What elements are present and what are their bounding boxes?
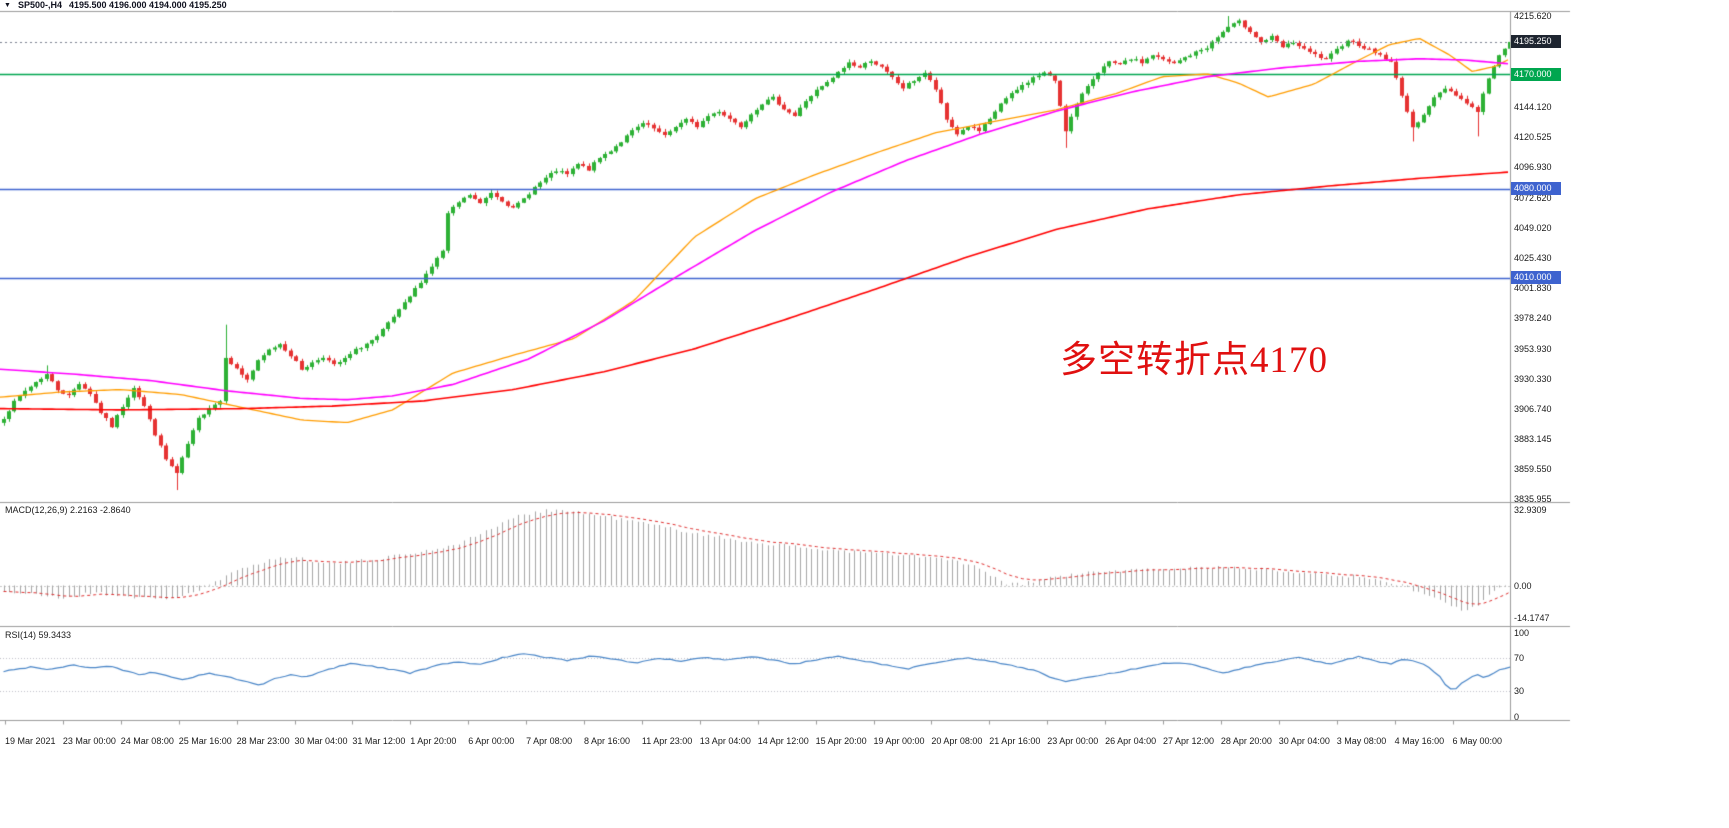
price-axis-label: 3883.145 [1514,433,1552,444]
time-axis-label: 7 Apr 08:00 [526,736,573,746]
price-axis-label: 4215.620 [1514,11,1552,21]
time-axis-label: 30 Apr 04:00 [1278,736,1330,746]
price-badge: 4195.250 [1511,35,1561,49]
ohlc-values: 4195.500 4196.000 4194.000 4195.250 [68,0,227,10]
price-axis-label: 3906.740 [1514,403,1552,414]
rsi-axis-label: 0 [1514,711,1520,722]
rsi-axis-label: 30 [1514,686,1525,697]
macd-axis-label: -14.1747 [1514,613,1550,623]
time-axis-label: 28 Mar 23:00 [236,736,290,746]
time-axis-label: 26 Apr 04:00 [1105,736,1157,746]
macd-axis-label: 0.00 [1514,580,1532,591]
rsi-axis-label: 70 [1514,653,1525,664]
time-axis-label: 3 May 08:00 [1336,736,1387,746]
price-axis-label: 3835.955 [1514,494,1552,504]
time-axis-label: 11 Apr 23:00 [641,736,693,746]
price-axis-label: 4001.830 [1514,282,1552,293]
price-axis-label: 3953.930 [1514,343,1552,354]
time-axis-label: 19 Apr 00:00 [873,736,925,746]
time-axis-label: 13 Apr 04:00 [699,736,751,746]
time-axis-label: 31 Mar 12:00 [352,736,406,746]
price-axis-label: 3859.550 [1514,463,1552,474]
time-axis-label: 23 Mar 00:00 [62,736,116,746]
time-axis-label: 21 Apr 16:00 [989,736,1041,746]
time-axis-label: 6 Apr 00:00 [468,736,515,746]
price-badge: 4010.000 [1511,271,1561,285]
price-scale[interactable]: 4215.620 4144.120 4120.525 4096.930 4072.620… [1511,11,1726,504]
price-axis-label: 4120.525 [1514,131,1552,142]
price-badge: 4170.000 [1511,67,1561,81]
price-axis-label: 4096.930 [1514,161,1552,172]
rsi-axis-label: 100 [1514,628,1530,639]
time-scale[interactable]: 19 Mar 2021 23 Mar 00:00 24 Mar 08:00 25 Ma… [0,722,1570,750]
symbol-info-bar: ▼ SP500-,H4 4195.500 4196.000 4194.000 4… [4,0,227,11]
price-axis-label: 3930.330 [1514,373,1552,384]
time-axis-label: 8 Apr 16:00 [584,736,631,746]
time-axis-label: 25 Mar 16:00 [178,736,232,746]
time-axis-label: 1 Apr 20:00 [410,736,457,746]
time-axis-label: 30 Mar 04:00 [294,736,348,746]
price-axis-label: 4049.020 [1514,222,1552,233]
macd-indicator-label: MACD(12,26,9) 2.2163 -2.8640 [5,505,131,515]
time-axis-label: 4 May 16:00 [1394,736,1445,746]
time-axis-label: 23 Apr 00:00 [1047,736,1099,746]
dropdown-arrow-icon[interactable]: ▼ [4,2,11,9]
macd-scale[interactable]: 32.9309 0.00 -14.1747 [1511,503,1726,625]
time-axis-label: 27 Apr 12:00 [1163,736,1215,746]
time-axis-label: 19 Mar 2021 [5,736,56,746]
annotation-text: 多空转折点4170 [1060,340,1328,381]
time-axis-label: 14 Apr 12:00 [757,736,809,746]
time-axis-label: 15 Apr 20:00 [815,736,867,746]
symbol-timeframe-label: SP500-,H4 [17,0,62,10]
price-axis-label: 4025.430 [1514,252,1552,263]
price-badge: 4080.000 [1511,182,1561,196]
price-axis-label: 4072.620 [1514,192,1552,203]
rsi-indicator-label: RSI(14) 59.3433 [5,630,72,640]
rsi-scale[interactable]: 100 70 30 0 [1511,627,1726,722]
price-axis-label: 3978.240 [1514,312,1552,323]
price-axis-label: 4144.120 [1514,101,1552,112]
time-axis-label: 28 Apr 20:00 [1220,736,1272,746]
macd-axis-label: 32.9309 [1514,504,1547,515]
time-axis-label: 20 Apr 08:00 [931,736,983,746]
time-axis-label: 6 May 00:00 [1452,736,1503,746]
time-axis-label: 24 Mar 08:00 [120,736,174,746]
